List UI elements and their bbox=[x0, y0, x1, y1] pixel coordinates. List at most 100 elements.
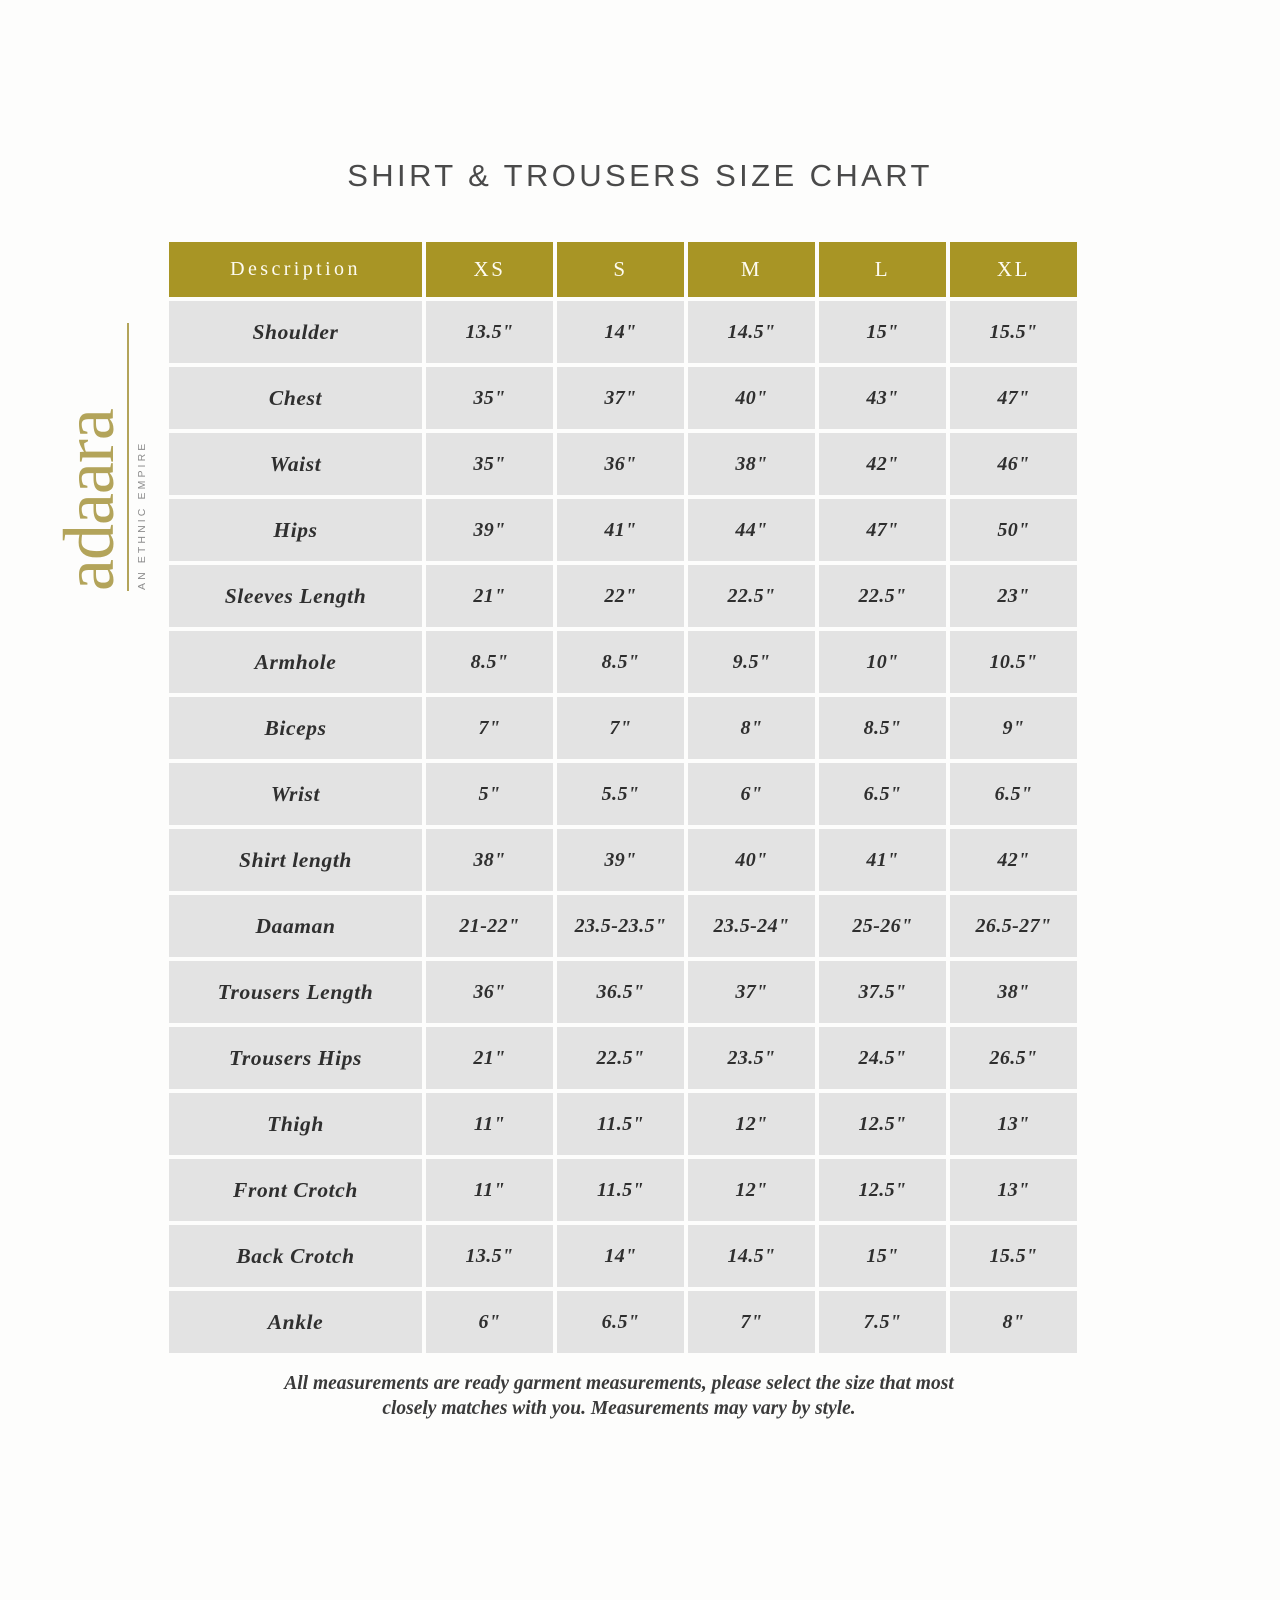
cell-s: 36" bbox=[557, 433, 684, 495]
cell-xs: 5" bbox=[426, 763, 553, 825]
cell-s: 37" bbox=[557, 367, 684, 429]
row-label: Thigh bbox=[169, 1093, 422, 1155]
row-label: Daaman bbox=[169, 895, 422, 957]
cell-xs: 21" bbox=[426, 565, 553, 627]
cell-xs: 13.5" bbox=[426, 1225, 553, 1287]
cell-l: 15" bbox=[819, 301, 946, 363]
measurement-note-line-2: closely matches with you. Measurements m… bbox=[382, 1397, 856, 1419]
cell-s: 39" bbox=[557, 829, 684, 891]
row-label: Ankle bbox=[169, 1291, 422, 1353]
cell-xl: 15.5" bbox=[950, 1225, 1077, 1287]
row-label: Wrist bbox=[169, 763, 422, 825]
table-row: Armhole 8.5" 8.5" 9.5" 10" 10.5" bbox=[169, 631, 1077, 693]
cell-xs: 6" bbox=[426, 1291, 553, 1353]
cell-l: 12.5" bbox=[819, 1093, 946, 1155]
table-row: Front Crotch 11" 11.5" 12" 12.5" 13" bbox=[169, 1159, 1077, 1221]
cell-m: 37" bbox=[688, 961, 815, 1023]
cell-s: 41" bbox=[557, 499, 684, 561]
cell-xs: 11" bbox=[426, 1093, 553, 1155]
cell-s: 11.5" bbox=[557, 1159, 684, 1221]
cell-s: 23.5-23.5" bbox=[557, 895, 684, 957]
cell-xs: 7" bbox=[426, 697, 553, 759]
table-row: Ankle 6" 6.5" 7" 7.5" 8" bbox=[169, 1291, 1077, 1353]
cell-xl: 50" bbox=[950, 499, 1077, 561]
cell-m: 12" bbox=[688, 1159, 815, 1221]
cell-xs: 8.5" bbox=[426, 631, 553, 693]
cell-xl: 15.5" bbox=[950, 301, 1077, 363]
row-label: Trousers Hips bbox=[169, 1027, 422, 1089]
table-row: Sleeves Length 21" 22" 22.5" 22.5" 23" bbox=[169, 565, 1077, 627]
cell-xl: 13" bbox=[950, 1093, 1077, 1155]
table-body: Shoulder 13.5" 14" 14.5" 15" 15.5" Chest… bbox=[169, 301, 1077, 1353]
cell-s: 8.5" bbox=[557, 631, 684, 693]
cell-s: 14" bbox=[557, 301, 684, 363]
cell-l: 10" bbox=[819, 631, 946, 693]
column-header-l: L bbox=[819, 242, 946, 297]
row-label: Sleeves Length bbox=[169, 565, 422, 627]
row-label: Shirt length bbox=[169, 829, 422, 891]
size-chart-table: Description XS S M L XL Shoulder 13.5" 1… bbox=[165, 238, 1081, 1357]
cell-xl: 9" bbox=[950, 697, 1077, 759]
table-row: Back Crotch 13.5" 14" 14.5" 15" 15.5" bbox=[169, 1225, 1077, 1287]
cell-xs: 13.5" bbox=[426, 301, 553, 363]
table-row: Trousers Length 36" 36.5" 37" 37.5" 38" bbox=[169, 961, 1077, 1023]
cell-m: 40" bbox=[688, 367, 815, 429]
cell-xl: 26.5-27" bbox=[950, 895, 1077, 957]
cell-xl: 46" bbox=[950, 433, 1077, 495]
cell-m: 14.5" bbox=[688, 301, 815, 363]
table-row: Hips 39" 41" 44" 47" 50" bbox=[169, 499, 1077, 561]
row-label: Waist bbox=[169, 433, 422, 495]
cell-xs: 39" bbox=[426, 499, 553, 561]
cell-xl: 23" bbox=[950, 565, 1077, 627]
column-header-m: M bbox=[688, 242, 815, 297]
cell-xs: 35" bbox=[426, 367, 553, 429]
cell-xs: 21-22" bbox=[426, 895, 553, 957]
column-header-xl: XL bbox=[950, 242, 1077, 297]
cell-xl: 47" bbox=[950, 367, 1077, 429]
cell-xl: 26.5" bbox=[950, 1027, 1077, 1089]
table-row: Shoulder 13.5" 14" 14.5" 15" 15.5" bbox=[169, 301, 1077, 363]
row-label: Chest bbox=[169, 367, 422, 429]
cell-s: 22" bbox=[557, 565, 684, 627]
cell-s: 36.5" bbox=[557, 961, 684, 1023]
cell-m: 9.5" bbox=[688, 631, 815, 693]
cell-m: 23.5-24" bbox=[688, 895, 815, 957]
page-title: SHIRT & TROUSERS SIZE CHART bbox=[347, 158, 933, 193]
cell-l: 37.5" bbox=[819, 961, 946, 1023]
cell-l: 24.5" bbox=[819, 1027, 946, 1089]
column-header-xs: XS bbox=[426, 242, 553, 297]
cell-l: 15" bbox=[819, 1225, 946, 1287]
brand-tagline: AN ETHNIC EMPIRE bbox=[135, 440, 148, 590]
cell-l: 25-26" bbox=[819, 895, 946, 957]
table-row: Shirt length 38" 39" 40" 41" 42" bbox=[169, 829, 1077, 891]
cell-s: 14" bbox=[557, 1225, 684, 1287]
table-row: Thigh 11" 11.5" 12" 12.5" 13" bbox=[169, 1093, 1077, 1155]
cell-m: 38" bbox=[688, 433, 815, 495]
cell-xs: 21" bbox=[426, 1027, 553, 1089]
cell-xl: 13" bbox=[950, 1159, 1077, 1221]
cell-l: 47" bbox=[819, 499, 946, 561]
table-row: Wrist 5" 5.5" 6" 6.5" 6.5" bbox=[169, 763, 1077, 825]
cell-xs: 36" bbox=[426, 961, 553, 1023]
column-header-description: Description bbox=[169, 242, 422, 297]
row-label: Shoulder bbox=[169, 301, 422, 363]
cell-xs: 11" bbox=[426, 1159, 553, 1221]
row-label: Biceps bbox=[169, 697, 422, 759]
cell-l: 42" bbox=[819, 433, 946, 495]
cell-m: 23.5" bbox=[688, 1027, 815, 1089]
row-label: Armhole bbox=[169, 631, 422, 693]
row-label: Hips bbox=[169, 499, 422, 561]
cell-m: 8" bbox=[688, 697, 815, 759]
cell-xs: 38" bbox=[426, 829, 553, 891]
cell-l: 6.5" bbox=[819, 763, 946, 825]
cell-s: 11.5" bbox=[557, 1093, 684, 1155]
table-row: Trousers Hips 21" 22.5" 23.5" 24.5" 26.5… bbox=[169, 1027, 1077, 1089]
cell-l: 43" bbox=[819, 367, 946, 429]
cell-xs: 35" bbox=[426, 433, 553, 495]
cell-s: 6.5" bbox=[557, 1291, 684, 1353]
cell-m: 44" bbox=[688, 499, 815, 561]
row-label: Back Crotch bbox=[169, 1225, 422, 1287]
cell-s: 7" bbox=[557, 697, 684, 759]
cell-l: 8.5" bbox=[819, 697, 946, 759]
cell-l: 7.5" bbox=[819, 1291, 946, 1353]
